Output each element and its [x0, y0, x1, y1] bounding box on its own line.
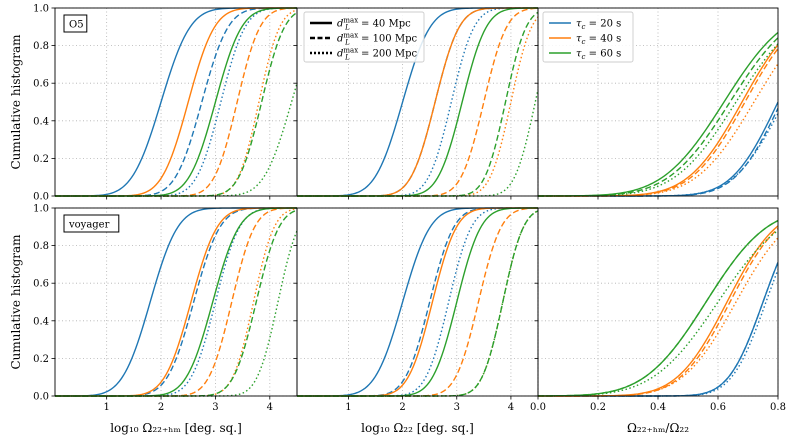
legend-entry: τc = 60 s: [576, 49, 621, 62]
row-tag-label: O5: [69, 20, 84, 31]
x-tick-label: 4: [508, 402, 514, 413]
legend-entry: dmax L = 40 Mpc: [337, 17, 411, 32]
curve-tau20-dl100: [55, 7, 297, 197]
x-tick-label: 1: [345, 402, 351, 413]
x-tick-label: 2: [158, 402, 164, 413]
curve-tau20-dl200: [297, 207, 538, 397]
curve-tau20-dl40: [297, 207, 538, 397]
legend-entry: dmax L = 200 Mpc: [337, 47, 417, 62]
panel-r1-c0: 1 2 3 4 0.0 0.2 0.4 0.6 0.8 1.0 voyager: [33, 204, 298, 413]
y-tick-label: 0.8: [33, 241, 49, 252]
curve-tau60-dl200: [297, 210, 538, 397]
curve-tau20-dl200: [55, 7, 297, 197]
axes-frame: [296, 207, 539, 397]
row-tag-box: [63, 14, 88, 33]
x-tick-label: 0.2: [590, 402, 606, 413]
row-tag-box: [63, 214, 120, 233]
curve-tau40-dl200: [55, 9, 297, 197]
y-tick-label: 1.0: [33, 4, 49, 15]
curve-tau60-dl200: [55, 230, 297, 397]
y-tick-label: 0.2: [33, 354, 49, 365]
x-tick-label: 0.0: [530, 402, 546, 413]
x-tick-label: 3: [454, 402, 460, 413]
curve-tau60-dl200: [55, 83, 297, 197]
legend-entry: τc = 20 s: [576, 19, 621, 32]
y-axis-label: Cumulative histogram: [9, 234, 23, 370]
x-axis-label: log₁₀ Ω₂₂₊ₕₘ [deg. sq.]: [110, 421, 242, 435]
y-tick-label: 0.8: [33, 41, 49, 52]
curve-tau40-dl100: [297, 207, 538, 397]
curve-tau40-dl40: [297, 207, 538, 397]
curve-tau20-dl40: [55, 7, 297, 197]
x-tick-label: 3: [212, 402, 218, 413]
curve-tau60-dl40: [297, 207, 538, 397]
curve-tau40-dl100: [538, 48, 778, 197]
x-tick-label: 2: [399, 402, 405, 413]
x-tick-label: 4: [267, 402, 273, 413]
curve-tau60-dl100: [55, 209, 297, 397]
curve-tau60-dl100: [55, 12, 297, 197]
legend-box: [542, 11, 634, 63]
row-tag-label: voyager: [68, 220, 110, 231]
curve-tau60-dl40: [55, 7, 297, 197]
y-tick-label: 0.4: [33, 316, 49, 327]
y-tick-label: 0.2: [33, 154, 49, 165]
y-tick-label: 0.0: [33, 192, 49, 203]
panel-r1-c1: 1 2 3 4: [293, 207, 539, 413]
curve-tau40-dl100: [55, 7, 297, 197]
y-tick-label: 0.6: [33, 79, 49, 90]
y-axis-label: Cumulative histogram: [9, 34, 23, 170]
panel-r1-c2: 0.0 0.2 0.4 0.6 0.8: [530, 207, 786, 413]
legend-box: [303, 11, 425, 63]
x-tick-label: 0.4: [650, 402, 666, 413]
legend-entry: τc = 40 s: [576, 34, 621, 47]
y-tick-label: 0.0: [33, 392, 49, 403]
panel-r0-c2: [534, 7, 779, 200]
curve-tau20-dl40: [538, 101, 778, 197]
curve-tau20-dl100: [297, 207, 538, 397]
panel-r0-c0: 0.0 0.2 0.4 0.6 0.8 1.0 O5: [33, 4, 298, 203]
x-tick-label: 0.6: [710, 402, 726, 413]
curve-tau60-dl200: [538, 229, 778, 397]
curve-tau40-dl40: [55, 7, 297, 197]
x-axis-label: log₁₀ Ω₂₂ [deg. sq.]: [361, 421, 474, 435]
y-tick-label: 1.0: [33, 204, 49, 215]
x-tick-label: 1: [103, 402, 109, 413]
legend-color: τc = 20 s τc = 40 s τc = 60 s: [542, 11, 634, 63]
y-tick-label: 0.6: [33, 279, 49, 290]
y-tick-label: 0.4: [33, 116, 49, 127]
curve-tau40-dl200: [55, 208, 297, 397]
x-axis-label: Ω₂₂₊ₕₘ/Ω₂₂: [627, 421, 689, 435]
x-tick-label: 0.8: [770, 402, 786, 413]
legend-entry: dmax L = 100 Mpc: [337, 32, 417, 47]
axes-frame: [54, 7, 298, 197]
